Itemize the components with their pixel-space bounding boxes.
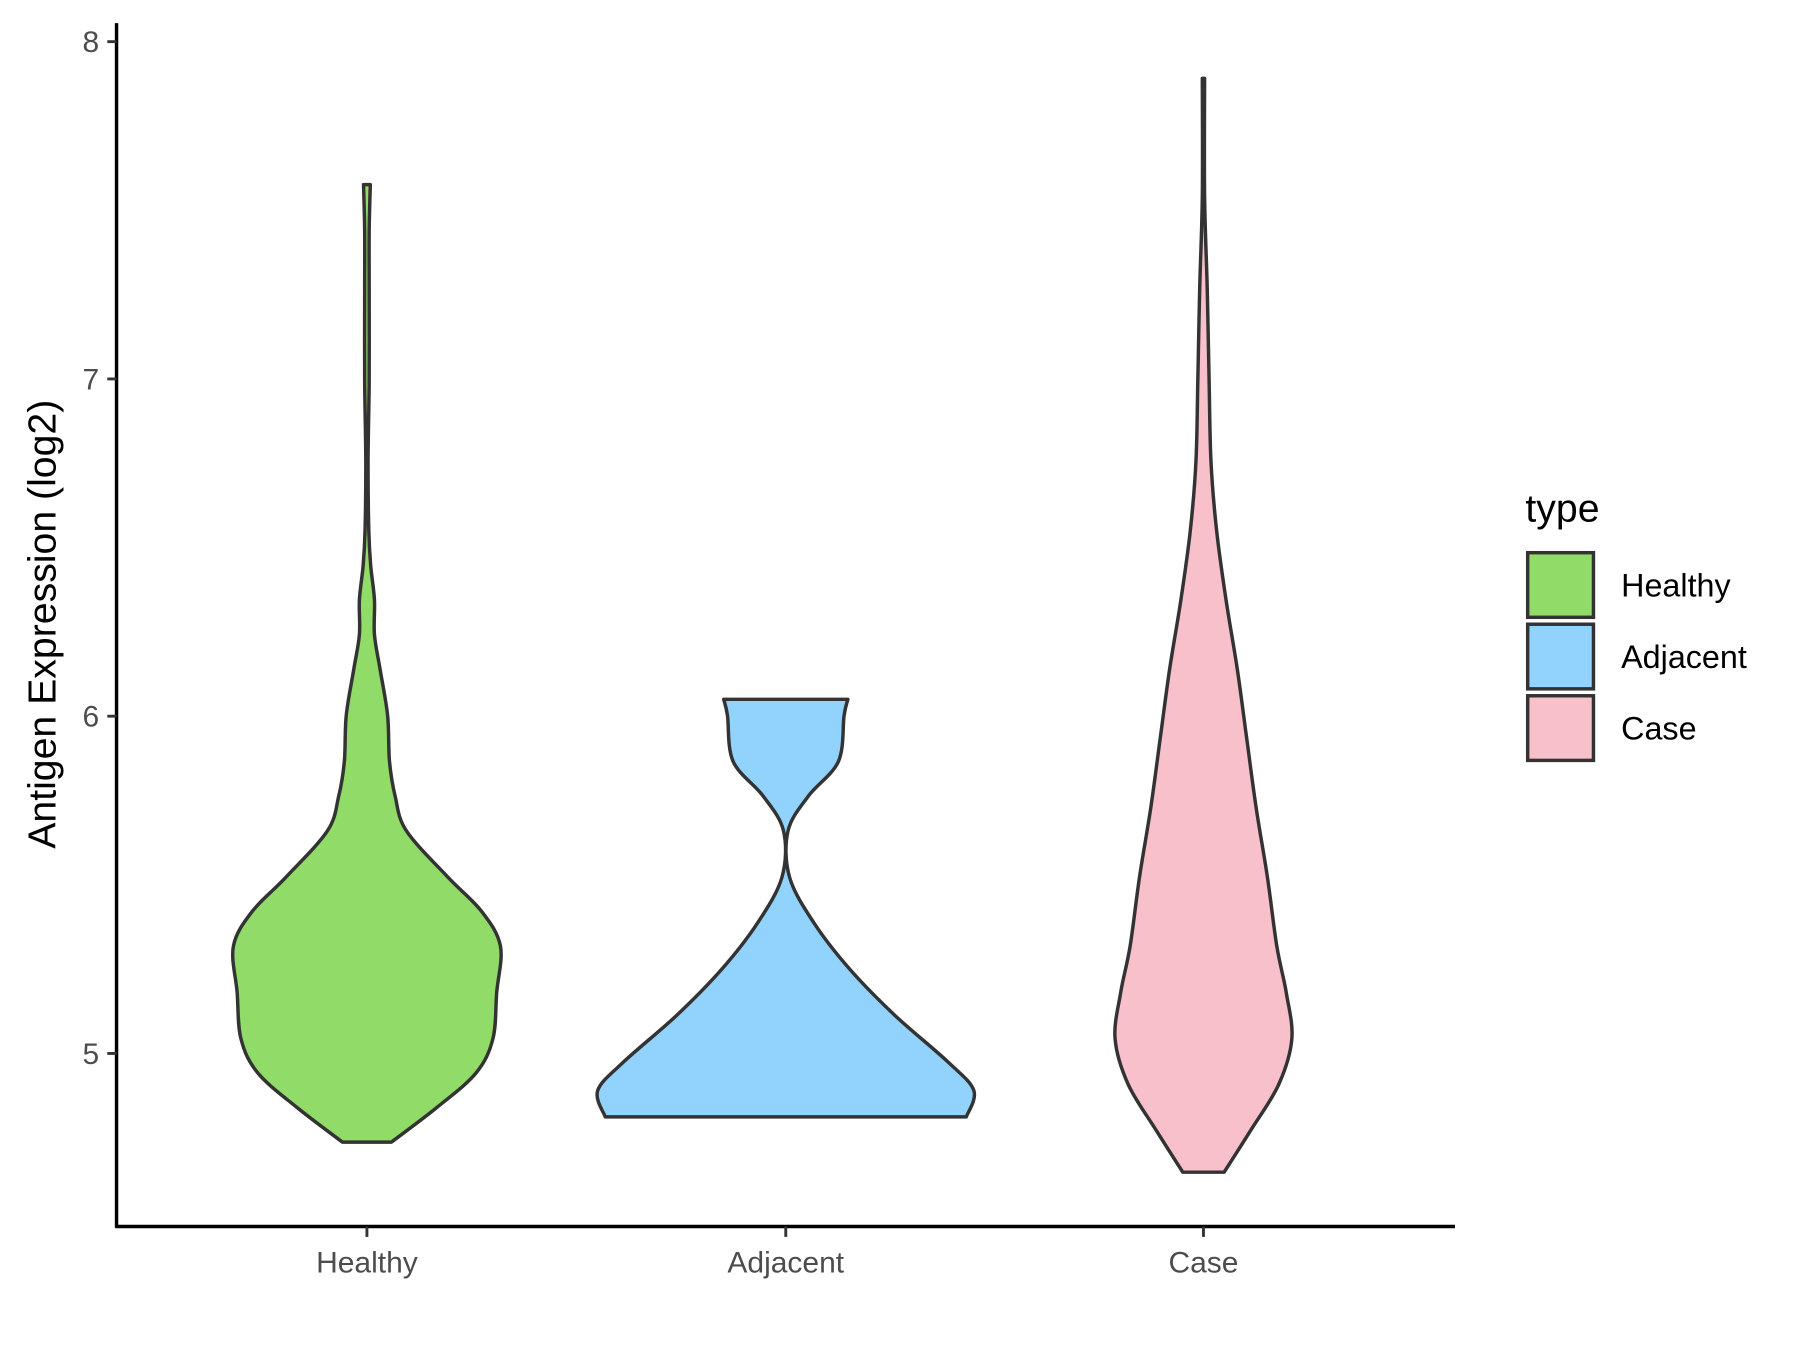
violin-case [1113, 76, 1294, 1174]
y-tick-label: 6 [83, 701, 100, 734]
violins [231, 76, 1294, 1174]
y-ticks: 5 6 7 8 [83, 26, 117, 1071]
legend-key-case [1525, 694, 1596, 763]
legend-key-adjacent [1525, 622, 1596, 691]
x-tick-label-case: Case [1168, 1247, 1238, 1280]
legend-label-adjacent: Adjacent [1621, 639, 1747, 675]
violin-adjacent [595, 697, 977, 1119]
y-tick-label: 5 [83, 1038, 100, 1071]
legend: type Healthy Adjacent Case [1525, 487, 1747, 763]
violin-healthy [231, 182, 503, 1144]
y-tick-label: 8 [83, 26, 100, 59]
legend-label-healthy: Healthy [1621, 568, 1731, 604]
legend-title: type [1525, 487, 1599, 531]
y-tick-label: 7 [83, 363, 100, 396]
x-tick-label-adjacent: Adjacent [727, 1247, 844, 1280]
legend-label-case: Case [1621, 711, 1696, 747]
x-ticks: Healthy Adjacent Case [316, 1226, 1238, 1280]
x-tick-label-healthy: Healthy [316, 1247, 418, 1280]
y-axis-label: Antigen Expression (log2) [20, 400, 64, 849]
legend-key-healthy [1525, 550, 1596, 620]
